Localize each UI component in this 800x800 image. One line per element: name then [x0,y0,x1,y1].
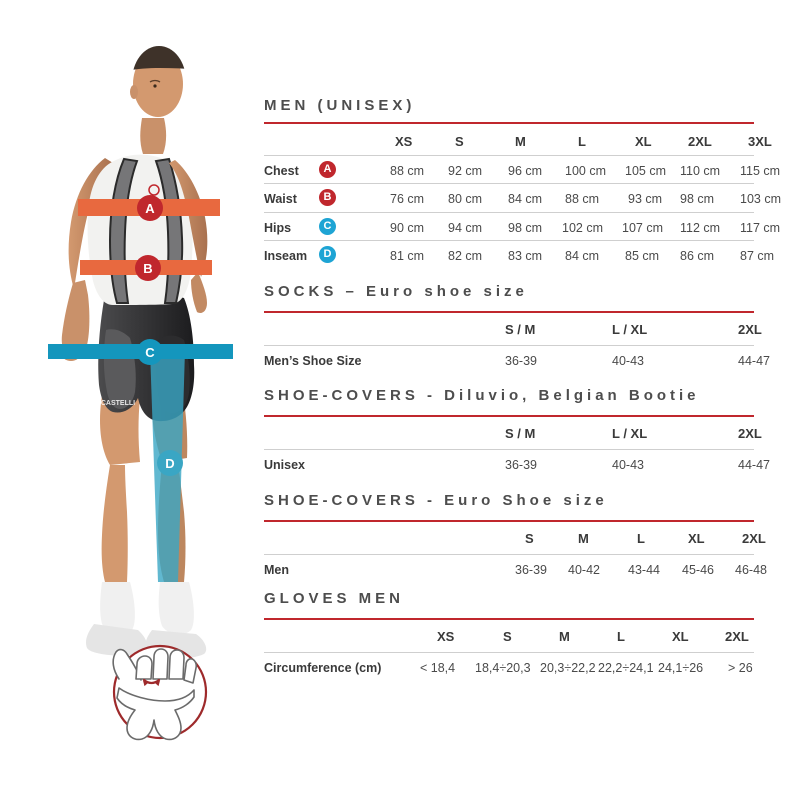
svg-text:D: D [165,456,174,471]
svg-text:CASTELLI: CASTELLI [101,400,135,407]
svg-text:C: C [145,345,155,360]
svg-text:A: A [145,201,155,216]
svg-text:B: B [143,261,152,276]
